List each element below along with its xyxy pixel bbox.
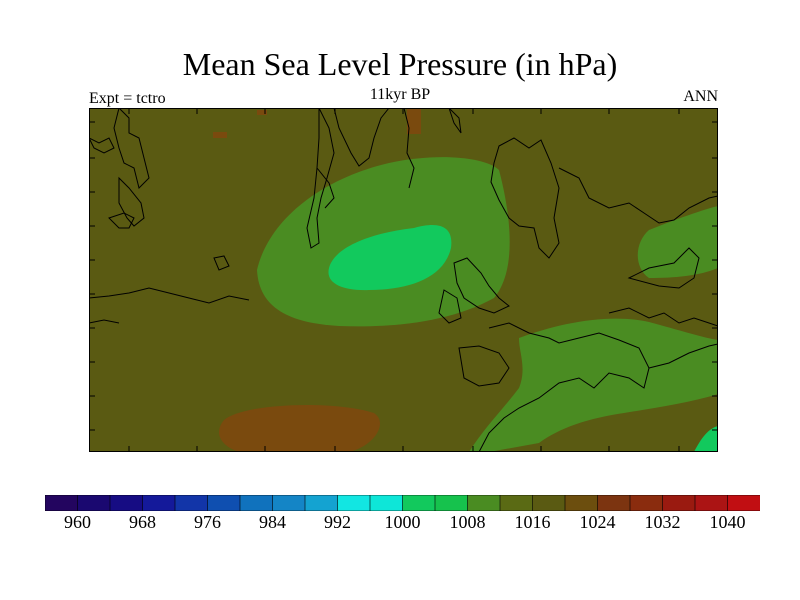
colorbar-swatch [499, 495, 534, 511]
low-pressure-area-1000 [694, 426, 718, 452]
coastline [627, 247, 700, 289]
colorbar-swatch [434, 495, 469, 511]
coastline [453, 257, 510, 314]
colorbar-tick-label: 1000 [384, 512, 421, 532]
coastline [108, 212, 135, 229]
coastline [213, 255, 230, 271]
coastline [89, 287, 250, 304]
coastline [118, 176, 145, 227]
colorbar-tick-label: 1024 [579, 512, 616, 532]
pressure-map-svg [89, 108, 718, 452]
low-pressure-area-1008 [469, 318, 718, 452]
pressure-map [89, 108, 718, 452]
colorbar-swatch [77, 495, 111, 511]
colorbar-swatch [174, 495, 209, 511]
coastline [558, 167, 718, 224]
colorbar-swatch [109, 495, 144, 511]
coastline [648, 343, 718, 369]
coastline [89, 137, 115, 154]
colorbar-labels: 960 968 976 984 992 1000 1008 1016 1024 1032 1040 [45, 511, 760, 533]
coastline [490, 137, 560, 259]
colorbar-tick-label: 1016 [514, 512, 551, 532]
coastline [478, 322, 650, 452]
low-pressure-center-1000 [328, 225, 452, 291]
colorbar-swatch [532, 495, 566, 511]
coastline [608, 307, 718, 327]
colorbar-swatch [45, 495, 79, 511]
map-subtitle: 11kyr BP [369, 86, 431, 103]
colorbar-swatch [694, 495, 729, 511]
experiment-label: Expt = tctro [89, 90, 166, 107]
high-pressure-area [219, 404, 380, 452]
coastline [438, 289, 462, 324]
coastline [316, 167, 335, 209]
high-pressure-spot [407, 108, 421, 134]
colorbar [45, 495, 760, 511]
colorbar-swatch [727, 495, 760, 511]
colorbar-swatch [662, 495, 696, 511]
map-title: Mean Sea Level Pressure (in hPa) [182, 46, 618, 82]
colorbar-swatch [272, 495, 306, 511]
colorbar-tick-label: 968 [129, 512, 156, 532]
colorbar-tick-label: 1008 [449, 512, 486, 532]
season-label: ANN [683, 88, 718, 105]
colorbar-swatch [629, 495, 664, 511]
colorbar-tick-label: 1032 [644, 512, 681, 532]
coastline [458, 345, 510, 387]
coastline [403, 108, 415, 189]
high-pressure-spot [213, 132, 227, 138]
colorbar-swatch [467, 495, 501, 511]
low-pressure-area-1008 [637, 206, 718, 278]
coastline [448, 108, 462, 134]
colorbar-swatch [304, 495, 339, 511]
colorbar-swatch [564, 495, 599, 511]
colorbar-tick-label: 984 [259, 512, 286, 532]
colorbar-tick-label: 976 [194, 512, 221, 532]
colorbar-swatch [369, 495, 404, 511]
coastline [89, 319, 120, 324]
colorbar-tick-label: 1040 [709, 512, 746, 532]
colorbar-swatch [597, 495, 631, 511]
colorbar-svg [45, 495, 760, 511]
map-frame [89, 108, 718, 452]
colorbar-tick-label: 992 [324, 512, 351, 532]
coastline [333, 108, 390, 167]
colorbar-swatch [142, 495, 176, 511]
high-pressure-spot [257, 110, 267, 115]
colorbar-swatch [337, 495, 371, 511]
coastlines [89, 108, 718, 452]
colorbar-swatch [402, 495, 436, 511]
colorbar-swatch [239, 495, 274, 511]
colorbar-swatch [207, 495, 241, 511]
colorbar-tick-label: 960 [64, 512, 91, 532]
coastline [113, 108, 150, 189]
